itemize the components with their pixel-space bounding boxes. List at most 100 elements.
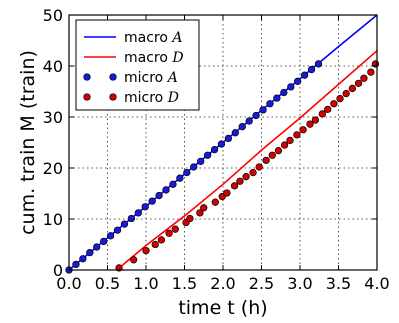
x-axis-label: time t (h) [178, 297, 267, 319]
ticks: 0.0 0.5 1.0 1.5 2.0 2.5 3.0 3.5 4.0 0 10 20 30 40 50 [43, 6, 390, 293]
data-point [242, 173, 250, 181]
x-tick-label: 0.0 [56, 274, 81, 293]
data-point [324, 105, 332, 113]
legend-entry: micro D [83, 90, 179, 106]
legend: macro A macro D micro A micro D [75, 19, 200, 111]
data-point [210, 145, 219, 154]
x-tick-label: 1.0 [133, 274, 158, 293]
data-point [252, 111, 260, 120]
data-point [186, 214, 194, 223]
data-point [169, 180, 177, 188]
data-point [273, 94, 281, 102]
data-point [197, 157, 205, 166]
x-tick-label: 2.5 [249, 274, 274, 293]
data-point [274, 147, 283, 155]
data-point [318, 110, 326, 118]
data-point [306, 120, 314, 128]
legend-entry: macro A [84, 30, 183, 46]
y-tick-label: 40 [43, 57, 63, 76]
data-point [106, 232, 115, 240]
y-tick-label: 30 [43, 108, 63, 127]
data-point [249, 168, 257, 177]
data-point [151, 240, 159, 249]
data-point [217, 140, 226, 148]
data-point [203, 151, 212, 159]
data-point [141, 203, 149, 211]
x-tick-label: 3.0 [287, 274, 312, 293]
data-point [134, 209, 142, 217]
data-point [79, 255, 87, 263]
data-point [293, 131, 301, 139]
data-point [300, 71, 309, 79]
series-line [116, 50, 378, 271]
legend-box [75, 19, 200, 111]
data-point [165, 229, 173, 237]
data-point [259, 106, 267, 114]
data-point [287, 83, 295, 91]
data-point [196, 209, 204, 217]
data-point [113, 226, 122, 234]
data-point [120, 220, 129, 228]
data-point [268, 151, 276, 159]
y-tick-label: 50 [43, 6, 63, 25]
legend-label: micro D [124, 90, 179, 106]
data-point [286, 136, 294, 145]
x-tick-label: 3.5 [326, 274, 351, 293]
data-point [294, 77, 302, 85]
data-point [142, 246, 150, 255]
y-tick-label: 10 [43, 210, 63, 229]
data-point [307, 65, 316, 74]
legend-marker-swatch [83, 93, 91, 101]
data-point [367, 68, 375, 76]
data-point [231, 129, 239, 137]
legend-marker-swatch [83, 73, 91, 81]
data-point [230, 182, 239, 190]
legend-marker-swatch [109, 73, 117, 81]
data-point [183, 168, 191, 177]
data-point [255, 163, 263, 171]
data-point [190, 163, 198, 171]
series-layer [65, 14, 380, 274]
data-point [299, 126, 307, 134]
y-tick-label: 20 [43, 159, 63, 178]
data-point [200, 204, 208, 212]
data-point [211, 198, 219, 206]
legend-entry: macro D [84, 50, 184, 66]
data-point [176, 174, 184, 182]
data-point [311, 116, 320, 124]
data-point [171, 225, 179, 233]
series-macro-d [116, 50, 378, 271]
data-point [266, 100, 274, 108]
x-tick-label: 2.0 [210, 274, 235, 293]
legend-label: macro A [124, 30, 183, 46]
data-point [330, 100, 338, 108]
data-point [354, 79, 363, 87]
data-point [155, 191, 163, 200]
data-point [336, 94, 344, 103]
data-point [314, 60, 323, 68]
data-point [280, 141, 289, 149]
data-point [342, 89, 350, 98]
x-tick-label: 4.0 [364, 274, 389, 293]
data-point [280, 88, 288, 97]
x-tick-label: 0.5 [95, 274, 120, 293]
legend-label: macro D [124, 50, 184, 66]
y-tick-label: 0 [53, 261, 63, 280]
data-point [245, 117, 253, 125]
data-point [130, 256, 138, 264]
series-micro-a [65, 60, 323, 274]
data-point [127, 214, 136, 223]
data-point [262, 156, 270, 165]
data-point [157, 236, 166, 244]
data-point [162, 186, 170, 194]
legend-label: micro A [124, 70, 178, 86]
data-point [72, 260, 80, 269]
x-tick-label: 1.5 [172, 274, 197, 293]
legend-entry: micro A [83, 70, 178, 86]
data-point [223, 189, 231, 197]
y-axis-label: cum. train M (train) [17, 50, 39, 235]
data-point [86, 249, 94, 257]
data-point [224, 134, 233, 143]
data-point [99, 237, 108, 246]
